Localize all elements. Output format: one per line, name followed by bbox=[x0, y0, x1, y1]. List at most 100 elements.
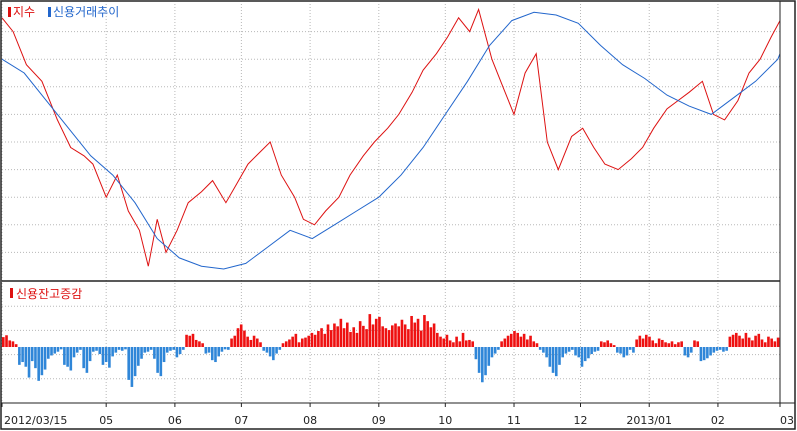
balance-change-bar bbox=[194, 339, 198, 347]
balance-change-bar bbox=[47, 347, 50, 359]
balance-change-bar bbox=[159, 347, 163, 377]
balance-change-bar bbox=[632, 347, 635, 353]
balance-change-bar bbox=[288, 339, 291, 347]
balance-change-bar bbox=[439, 336, 442, 347]
balance-change-bar bbox=[310, 332, 314, 347]
balance-change-bar bbox=[24, 347, 28, 367]
balance-change-bar bbox=[661, 339, 664, 347]
balance-change-bar bbox=[403, 324, 407, 347]
balance-change-bar bbox=[284, 341, 288, 347]
balance-change-bar bbox=[693, 340, 696, 347]
balance-change-bar bbox=[667, 343, 671, 347]
balance-change-legend-swatch bbox=[10, 288, 13, 298]
x-tick-label: 03 bbox=[780, 414, 794, 427]
balance-change-bar bbox=[43, 347, 47, 370]
balance-change-bar bbox=[329, 330, 333, 347]
balance-change-bar bbox=[542, 347, 545, 353]
balance-change-bar bbox=[297, 342, 301, 347]
balance-change-bar bbox=[21, 347, 24, 363]
balance-change-bar bbox=[654, 343, 658, 347]
balance-change-bar bbox=[763, 342, 767, 347]
balance-change-bar bbox=[551, 347, 555, 373]
balance-change-bar bbox=[538, 347, 542, 350]
balance-change-bar bbox=[220, 347, 224, 352]
balance-change-bar bbox=[583, 347, 587, 362]
balance-change-bar bbox=[304, 337, 307, 347]
balance-change-bar bbox=[342, 328, 346, 347]
x-tick-label: 2013/01 bbox=[626, 414, 672, 427]
balance-change-bar bbox=[410, 315, 413, 347]
balance-change-bar bbox=[239, 324, 243, 347]
balance-change-bar bbox=[522, 333, 526, 347]
balance-change-bar bbox=[275, 347, 278, 354]
line-series-group bbox=[1, 7, 781, 270]
index-legend-label: 지수 bbox=[13, 5, 35, 19]
balance-change-bar bbox=[718, 347, 722, 350]
balance-change-bar bbox=[554, 347, 558, 377]
balance-change-bar bbox=[120, 347, 124, 351]
balance-change-bar bbox=[548, 347, 552, 367]
balance-change-bar bbox=[731, 334, 735, 347]
balance-change-bar bbox=[149, 347, 153, 350]
balance-change-bar bbox=[368, 314, 372, 347]
balance-change-bar bbox=[223, 347, 227, 350]
balance-change-bar bbox=[577, 347, 581, 358]
balance-change-bar bbox=[436, 332, 439, 347]
balance-change-bar bbox=[754, 335, 757, 347]
balance-change-bar bbox=[516, 332, 519, 347]
top-legend: 지수 신용거래추이 bbox=[8, 5, 119, 19]
balance-change-bar bbox=[272, 347, 275, 361]
balance-change-bar bbox=[619, 347, 622, 354]
balance-change-bar bbox=[339, 318, 343, 347]
balance-change-bar bbox=[127, 347, 130, 380]
balance-change-bar bbox=[593, 347, 597, 352]
balance-change-bar bbox=[670, 341, 674, 347]
balance-change-bar bbox=[249, 339, 253, 347]
balance-change-bar bbox=[776, 337, 780, 347]
balance-change-bar bbox=[98, 347, 102, 355]
balance-change-bar bbox=[391, 325, 394, 347]
balance-change-bar bbox=[88, 347, 92, 362]
balance-change-bar bbox=[345, 322, 349, 347]
balance-change-bar bbox=[317, 331, 320, 347]
balance-change-bar bbox=[580, 347, 584, 367]
balance-change-bar bbox=[567, 347, 571, 352]
balance-change-bar bbox=[371, 324, 375, 347]
balance-change-bar bbox=[644, 334, 648, 347]
balance-change-bar bbox=[82, 347, 85, 369]
balance-change-bar bbox=[509, 333, 513, 347]
credit-trend-line bbox=[1, 11, 781, 270]
balance-change-bar bbox=[529, 335, 532, 347]
balance-change-bar bbox=[207, 347, 211, 353]
balance-change-bar bbox=[686, 347, 690, 358]
balance-change-bar bbox=[760, 339, 764, 347]
balance-change-bar bbox=[426, 321, 429, 347]
balance-change-bar bbox=[500, 341, 503, 347]
x-tick-label: 02 bbox=[711, 414, 725, 427]
balance-change-bar bbox=[747, 337, 751, 347]
balance-change-bar bbox=[767, 336, 770, 347]
x-tick-label: 06 bbox=[168, 414, 182, 427]
balance-change-bar bbox=[477, 347, 481, 373]
balance-change-bar bbox=[664, 342, 667, 347]
balance-change-bar bbox=[281, 343, 285, 347]
balance-change-bar bbox=[92, 347, 95, 352]
balance-change-bar bbox=[513, 331, 516, 347]
x-axis-ticks: 2012/03/15 05 06 07 08 09 10 11 12 2013/01 02 03 bbox=[1, 403, 794, 427]
balance-change-bar bbox=[374, 318, 378, 347]
balance-change-bar bbox=[378, 316, 381, 347]
balance-change-bar bbox=[487, 347, 491, 366]
x-tick-label: 07 bbox=[234, 414, 248, 427]
balance-change-bar bbox=[757, 333, 761, 347]
balance-change-bar bbox=[365, 329, 368, 347]
balance-change-bar bbox=[423, 315, 426, 347]
balance-change-bar bbox=[230, 338, 233, 347]
balance-change-bar bbox=[53, 347, 57, 354]
balance-change-bar bbox=[603, 342, 606, 347]
balance-change-bar bbox=[146, 347, 150, 352]
balance-change-bar bbox=[635, 339, 638, 347]
balance-change-bar bbox=[657, 338, 661, 347]
balance-change-bar bbox=[252, 335, 256, 347]
